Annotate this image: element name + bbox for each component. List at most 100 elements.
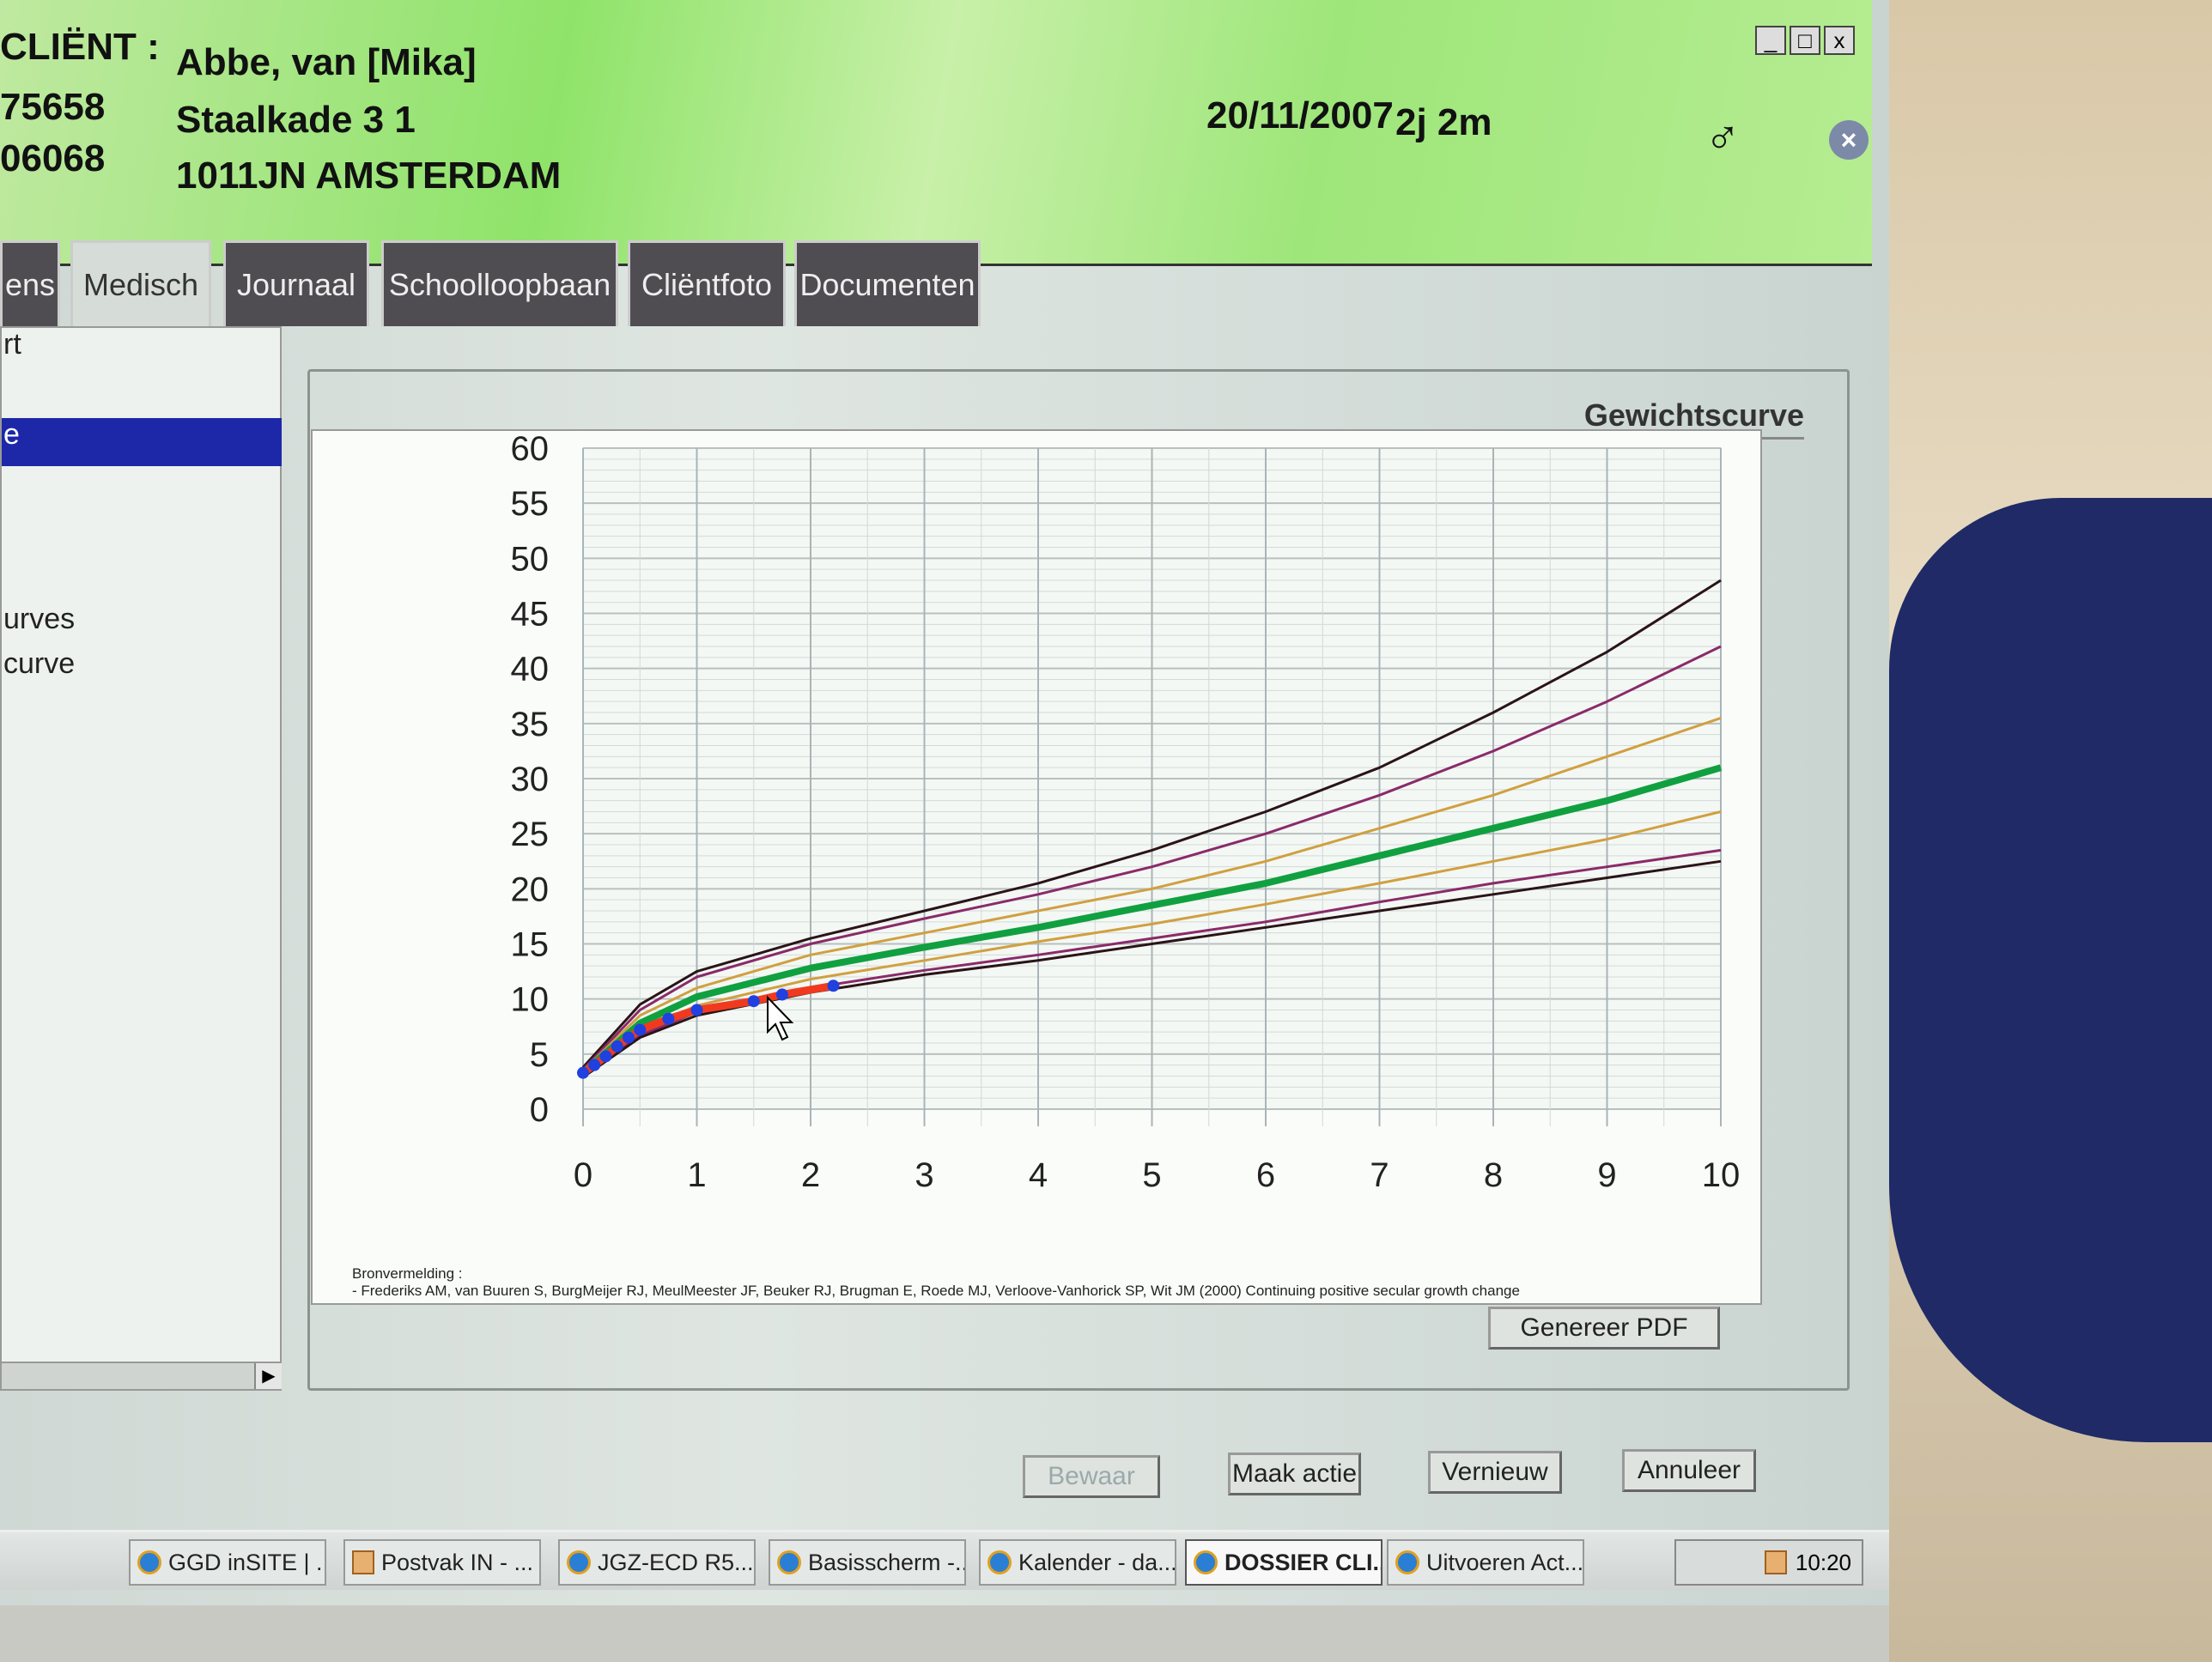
taskbar-item-label: DOSSIER CLI... bbox=[1224, 1549, 1382, 1575]
internet-explorer-icon bbox=[777, 1550, 801, 1574]
measurement-point bbox=[662, 1012, 675, 1025]
internet-explorer-icon bbox=[137, 1550, 161, 1574]
taskbar-item-label: Basisscherm -... bbox=[808, 1549, 966, 1575]
tab-journaal[interactable]: Journaal bbox=[223, 240, 369, 326]
taskbar-item-label: GGD inSITE | ... bbox=[168, 1549, 326, 1575]
sidebar-item[interactable]: rt bbox=[3, 328, 21, 361]
client-header: CLIËNT : Abbe, van [Mika] 75658 06068 St… bbox=[0, 0, 1872, 266]
percentile-curve bbox=[581, 645, 1722, 1071]
background-chair bbox=[1889, 498, 2212, 1442]
birthdate: 20/11/2007 bbox=[1206, 94, 1394, 136]
tab-documenten[interactable]: Documenten bbox=[794, 240, 981, 326]
internet-explorer-icon bbox=[1395, 1550, 1419, 1574]
percentile-curve bbox=[581, 716, 1722, 1072]
taskbar-item[interactable]: DOSSIER CLI... bbox=[1185, 1539, 1382, 1586]
x-tick-label: 1 bbox=[687, 1156, 706, 1194]
maximize-button[interactable]: □ bbox=[1790, 26, 1820, 55]
save-button[interactable]: Bewaar bbox=[1023, 1455, 1160, 1498]
clock: 10:20 bbox=[1795, 1549, 1851, 1575]
x-tick-label: 9 bbox=[1597, 1156, 1616, 1194]
x-tick-label: 2 bbox=[801, 1156, 820, 1194]
percentile-curve bbox=[581, 579, 1722, 1069]
tab-medisch[interactable]: Medisch bbox=[70, 240, 211, 326]
minimize-button[interactable]: _ bbox=[1755, 26, 1786, 55]
measurement-point bbox=[577, 1066, 589, 1079]
percentile-curve bbox=[582, 859, 1722, 1079]
y-tick-label: 0 bbox=[530, 1091, 549, 1129]
internet-explorer-icon bbox=[1194, 1550, 1218, 1574]
client-name: Abbe, van [Mika] bbox=[176, 41, 477, 83]
y-tick-label: 40 bbox=[511, 651, 550, 688]
taskbar-item-label: Kalender - da... bbox=[1018, 1549, 1176, 1575]
x-tick-label: 8 bbox=[1484, 1156, 1503, 1194]
taskbar-item[interactable]: Basisscherm -... bbox=[769, 1539, 966, 1586]
percentile-curve bbox=[580, 764, 1723, 1076]
y-tick-label: 55 bbox=[511, 485, 550, 523]
x-tick-label: 6 bbox=[1256, 1156, 1275, 1194]
close-button[interactable]: x bbox=[1824, 26, 1855, 55]
client-street: Staalkade 3 1 bbox=[176, 99, 416, 141]
measurement-point bbox=[611, 1040, 623, 1052]
client-id-2: 06068 bbox=[0, 137, 106, 179]
tab-schoolloopbaan[interactable]: Schoolloopbaan bbox=[381, 240, 618, 326]
source-heading: Bronvermelding : bbox=[352, 1265, 463, 1282]
system-tray: 10:20 bbox=[1674, 1539, 1863, 1586]
tab-clientfoto[interactable]: Cliëntfoto bbox=[628, 240, 786, 326]
cancel-button[interactable]: Annuleer bbox=[1622, 1449, 1756, 1492]
tray-icon[interactable] bbox=[1764, 1550, 1787, 1574]
y-tick-label: 45 bbox=[511, 596, 550, 634]
measurement-point bbox=[747, 995, 760, 1008]
taskbar-item[interactable]: GGD inSITE | ... bbox=[129, 1539, 326, 1586]
y-tick-label: 35 bbox=[511, 706, 550, 743]
sidebar-item-selected[interactable]: e bbox=[2, 418, 282, 466]
measurement-point bbox=[690, 1004, 703, 1016]
client-label: CLIËNT : bbox=[0, 26, 160, 68]
age: 2j 2m bbox=[1395, 101, 1492, 143]
y-tick-label: 25 bbox=[511, 816, 550, 853]
taskbar-item[interactable]: Kalender - da... bbox=[979, 1539, 1176, 1586]
measurement-point bbox=[775, 988, 788, 1001]
refresh-button[interactable]: Vernieuw bbox=[1428, 1451, 1562, 1494]
close-client-icon[interactable]: × bbox=[1829, 120, 1869, 160]
outlook-icon bbox=[352, 1550, 374, 1574]
source-citation: Bronvermelding : - Frederiks AM, van Buu… bbox=[352, 1265, 1520, 1300]
x-tick-label: 0 bbox=[574, 1156, 592, 1194]
measurement-point bbox=[827, 980, 840, 992]
male-icon: ♂ bbox=[1705, 108, 1741, 162]
taskbar-item[interactable]: Postvak IN - ... bbox=[343, 1539, 541, 1586]
x-tick-label: 3 bbox=[915, 1156, 933, 1194]
y-tick-label: 50 bbox=[511, 540, 550, 578]
taskbar-item-label: Uitvoeren Act... bbox=[1426, 1549, 1584, 1575]
tab-gegevens[interactable]: ens bbox=[0, 240, 60, 326]
monitor-bezel bbox=[0, 1605, 1889, 1662]
chart-area: 0 5 10 15 20 25 30 35 40 45 50 55 60 0 1 2 3 4 5 6 7 8 9 10 bbox=[311, 429, 1762, 1305]
y-tick-label: 20 bbox=[511, 870, 550, 908]
measurement-point bbox=[588, 1058, 601, 1071]
measurement-point bbox=[599, 1050, 612, 1063]
y-tick-label: 15 bbox=[511, 926, 550, 964]
measurement-point bbox=[623, 1031, 635, 1044]
sidebar-item-curves[interactable]: urves bbox=[3, 603, 76, 635]
window-controls: _ □ x bbox=[1755, 26, 1855, 55]
sidebar-item-curve[interactable]: curve bbox=[3, 647, 76, 680]
application-window: CLIËNT : Abbe, van [Mika] 75658 06068 St… bbox=[0, 0, 1889, 1605]
y-tick-label: 10 bbox=[511, 981, 550, 1019]
x-tick-label: 7 bbox=[1370, 1156, 1389, 1194]
x-tick-label: 5 bbox=[1142, 1156, 1161, 1194]
client-city: 1011JN AMSTERDAM bbox=[176, 155, 562, 197]
generate-pdf-button[interactable]: Genereer PDF bbox=[1488, 1307, 1720, 1350]
taskbar-item[interactable]: JGZ-ECD R5.... bbox=[558, 1539, 756, 1586]
make-action-button[interactable]: Maak actie bbox=[1228, 1453, 1361, 1495]
sidebar-scrollbar[interactable]: ▶ bbox=[2, 1362, 282, 1389]
taskbar-item[interactable]: Uitvoeren Act... bbox=[1387, 1539, 1584, 1586]
x-tick-label: 10 bbox=[1702, 1156, 1741, 1194]
scroll-right-icon[interactable]: ▶ bbox=[254, 1363, 282, 1389]
taskbar-item-label: Postvak IN - ... bbox=[381, 1549, 534, 1575]
internet-explorer-icon bbox=[567, 1550, 591, 1574]
source-text: - Frederiks AM, van Buuren S, BurgMeijer… bbox=[352, 1283, 1520, 1299]
y-tick-label: 5 bbox=[530, 1036, 549, 1074]
x-tick-label: 4 bbox=[1029, 1156, 1048, 1194]
client-id: 75658 bbox=[0, 86, 106, 128]
mouse-cursor-icon bbox=[767, 995, 794, 1041]
